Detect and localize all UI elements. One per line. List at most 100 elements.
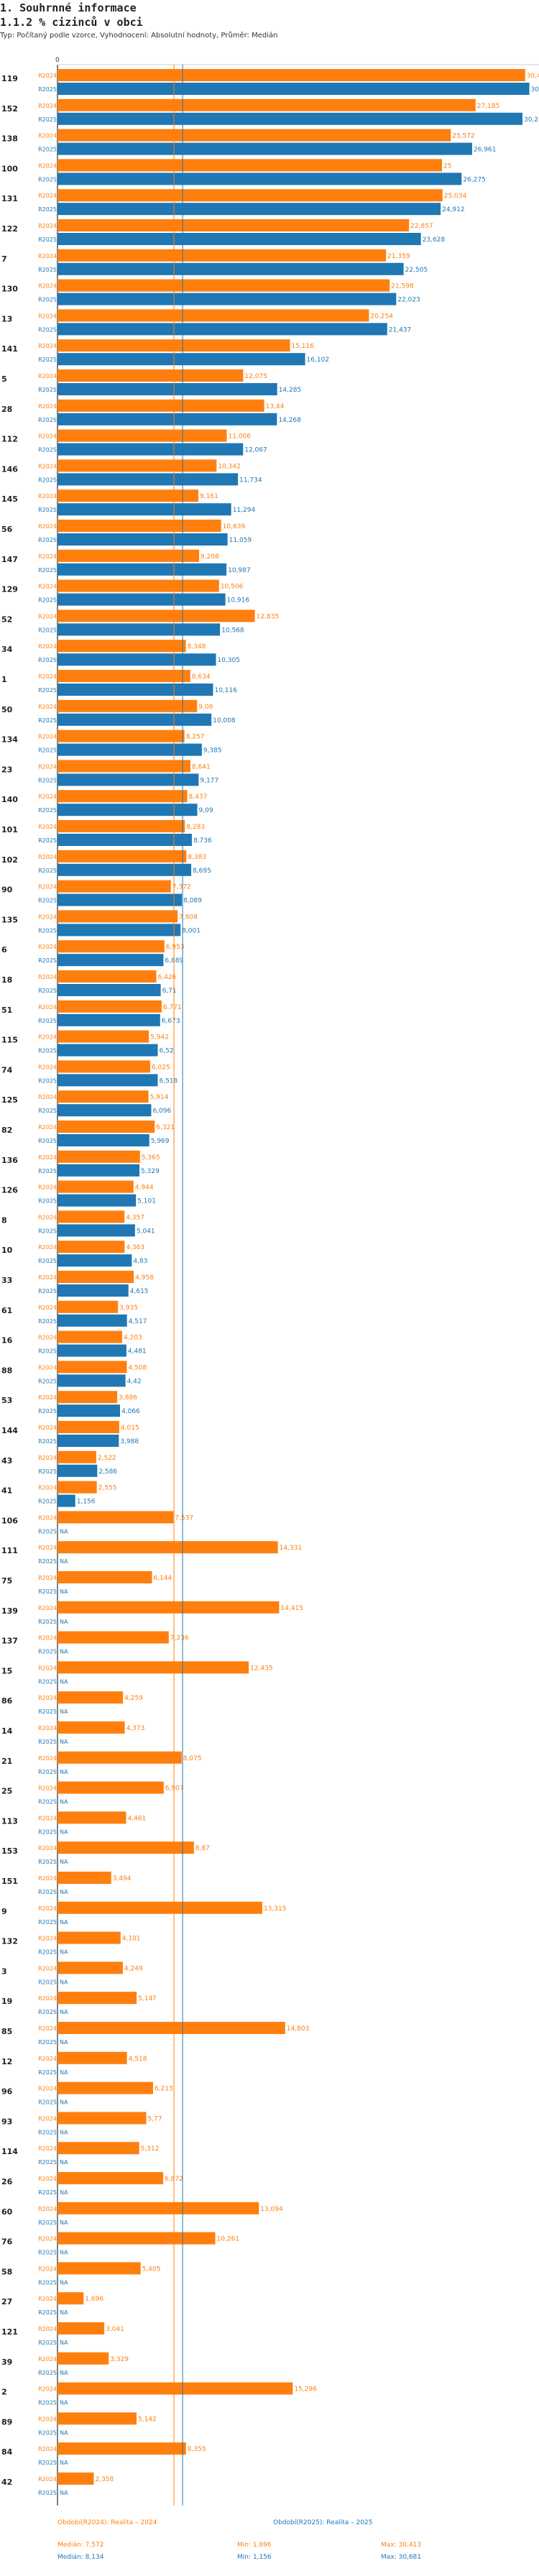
data-label: 12,075 xyxy=(244,373,267,380)
category-label: 39 xyxy=(1,2358,12,2367)
category-label: 129 xyxy=(1,585,18,594)
data-label: 4,203 xyxy=(124,1335,142,1342)
series-label: R2024 xyxy=(38,162,57,169)
data-label: 15,296 xyxy=(294,2386,317,2393)
bar-2025 xyxy=(57,1224,135,1237)
data-label: 6,518 xyxy=(159,1077,178,1085)
category-label: 51 xyxy=(1,1006,12,1015)
data-label: 22,505 xyxy=(405,267,428,274)
series-label: R2025 xyxy=(38,477,57,483)
bar-2024 xyxy=(57,1000,162,1013)
page-title: 1.1.2 % cizinců v obci xyxy=(0,16,143,29)
data-label: 8,075 xyxy=(183,1755,202,1762)
category-label: 21 xyxy=(1,1757,12,1766)
series-label: R2025 xyxy=(38,2099,57,2106)
series-label: R2025 xyxy=(38,2309,57,2316)
series-label: R2024 xyxy=(38,433,57,440)
data-label: 6,771 xyxy=(163,1004,182,1011)
series-label: R2024 xyxy=(38,1244,57,1251)
bar-2025 xyxy=(57,713,212,726)
data-label: 1,156 xyxy=(77,1499,96,1506)
series-label: R2025 xyxy=(38,1018,57,1024)
series-label: R2025 xyxy=(38,356,57,363)
category-label: 119 xyxy=(1,74,18,83)
bar-2024 xyxy=(57,2412,137,2425)
data-label: 4,944 xyxy=(135,1184,154,1192)
series-label: R2024 xyxy=(38,493,57,500)
data-label: 4,249 xyxy=(124,1965,143,1972)
series-label: R2024 xyxy=(38,2416,57,2422)
series-label: R2024 xyxy=(38,1965,57,1972)
series-label: R2025 xyxy=(38,1799,57,1806)
bar-2024 xyxy=(57,98,476,111)
series-label: R2025 xyxy=(38,1528,57,1535)
series-label: R2024 xyxy=(38,283,57,290)
series-label: R2025 xyxy=(38,748,57,754)
series-label: R2025 xyxy=(38,1077,57,1084)
data-label: 2,555 xyxy=(98,1485,117,1492)
series-label: R2024 xyxy=(38,2386,57,2393)
na-label: NA xyxy=(60,1919,68,1926)
series-label: R2025 xyxy=(38,1499,57,1505)
data-label: 5,365 xyxy=(142,1154,160,1162)
series-label: R2024 xyxy=(38,1785,57,1792)
series-label: R2024 xyxy=(38,2446,57,2452)
bar-2025 xyxy=(57,83,530,95)
bar-2024 xyxy=(57,1841,194,1854)
data-label: 24,912 xyxy=(442,206,465,213)
series-label: R2024 xyxy=(38,643,57,650)
bar-2024 xyxy=(57,189,443,202)
category-label: 140 xyxy=(1,795,18,804)
legend-2025: Období(R2025): Realita – 2025 xyxy=(273,2519,372,2526)
series-label: R2024 xyxy=(38,914,57,920)
bar-2025 xyxy=(57,443,244,456)
na-label: NA xyxy=(60,2250,68,2256)
series-label: R2024 xyxy=(38,734,57,740)
data-label: 14,803 xyxy=(287,2025,310,2033)
legend-2024: Období(R2024): Realita – 2024 xyxy=(57,2519,517,2526)
series-label: R2024 xyxy=(38,1184,57,1191)
category-label: 131 xyxy=(1,194,18,203)
legend-2024-min: Min: 1,696 xyxy=(237,2542,272,2549)
data-label: 23,628 xyxy=(423,236,446,244)
data-label: 7,808 xyxy=(179,914,198,921)
series-label: R2025 xyxy=(38,1048,57,1054)
series-label: R2024 xyxy=(38,1335,57,1341)
legend-2025-median: Medián: 8,134 xyxy=(57,2554,104,2561)
data-label: 25,572 xyxy=(452,133,475,140)
data-label: 14,285 xyxy=(279,387,302,394)
series-label: R2025 xyxy=(38,2370,57,2376)
category-label: 27 xyxy=(1,2297,12,2306)
category-label: 147 xyxy=(1,555,18,564)
series-label: R2025 xyxy=(38,868,57,874)
bar-2024 xyxy=(57,2352,109,2365)
series-label: R2025 xyxy=(38,988,57,994)
series-label: R2024 xyxy=(38,584,57,590)
data-label: 7,372 xyxy=(172,884,191,891)
series-label: R2025 xyxy=(38,2400,57,2406)
bar-2024 xyxy=(57,610,255,622)
bar-2024 xyxy=(57,2262,141,2275)
data-label: 21,598 xyxy=(391,283,414,290)
bar-2025 xyxy=(57,1134,149,1146)
data-label: 4,42 xyxy=(127,1378,142,1385)
data-label: 7,537 xyxy=(175,1514,193,1522)
category-label: 135 xyxy=(1,915,18,924)
category-label: 6 xyxy=(1,945,7,954)
series-label: R2024 xyxy=(38,313,57,319)
data-label: 2,522 xyxy=(98,1455,116,1462)
series-label: R2025 xyxy=(38,1859,57,1865)
category-label: 145 xyxy=(1,494,18,504)
category-label: 115 xyxy=(1,1036,18,1045)
bar-2025 xyxy=(57,1013,160,1026)
bar-2024 xyxy=(57,1121,155,1133)
na-label: NA xyxy=(60,2309,68,2316)
series-label: R2025 xyxy=(38,687,57,694)
category-label: 136 xyxy=(1,1156,18,1165)
bar-2025 xyxy=(57,1194,137,1207)
data-label: 8,383 xyxy=(188,854,206,861)
data-label: 13,315 xyxy=(264,1905,287,1913)
category-label: 25 xyxy=(1,1787,12,1796)
bar-2025 xyxy=(57,503,231,516)
